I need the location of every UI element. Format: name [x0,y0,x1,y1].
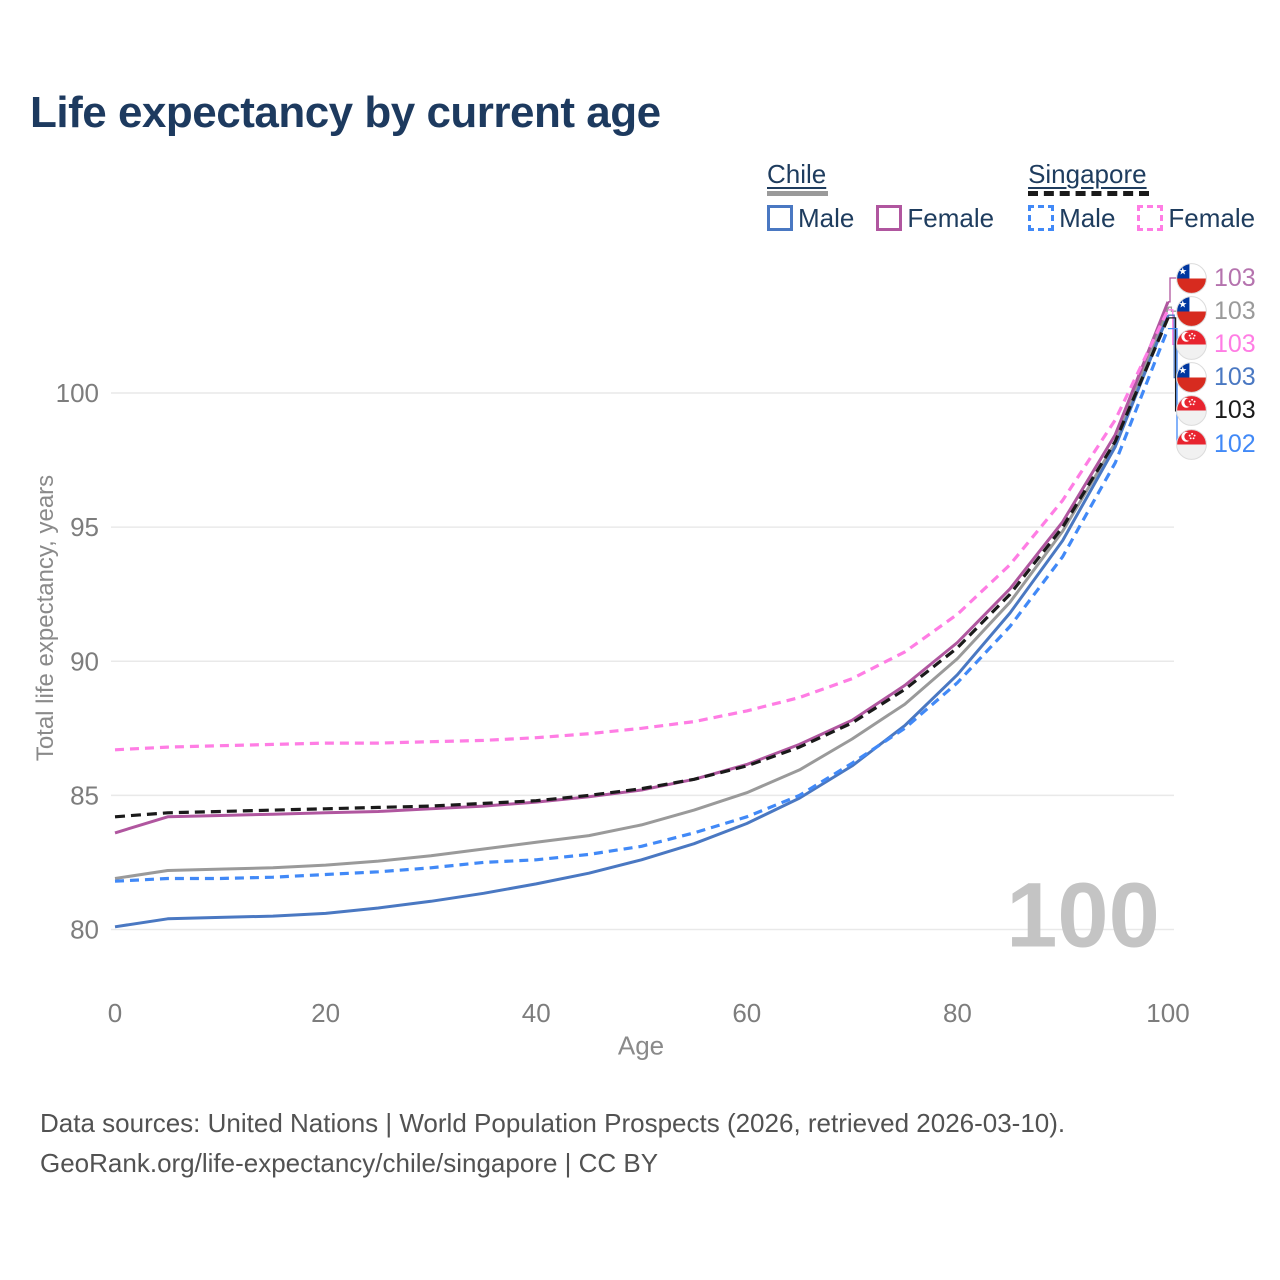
legend-item-label: Male [798,203,855,233]
x-axis-title: Age [617,1030,665,1061]
legend-country-line-sample [1028,191,1149,196]
legend-item-chile-female[interactable]: Female [876,204,994,232]
x-tick-label-0: 0 [108,998,122,1028]
legend-country-label-chile[interactable]: Chile [767,159,827,189]
age-watermark: 100 [1006,864,1160,967]
legend-item-label: Female [1168,203,1256,233]
legend-swatch-icon [1137,205,1164,231]
legend-item-label: Male [1059,203,1116,233]
end-label-leader-singapore-female [1168,309,1177,346]
footer-data-sources: Data sources: United Nations | World Pop… [40,1108,1066,1138]
legend-country-line-sample [767,191,829,196]
legend-item-chile-male[interactable]: Male [767,204,854,232]
y-tick-label-80: 80 [70,915,99,945]
legend-item-singapore-male[interactable]: Male [1028,204,1115,232]
x-tick-label-60: 60 [732,998,761,1028]
series-line-singapore-female [114,309,1170,752]
end-label-leader-chile-female [1168,277,1177,303]
legend-group-singapore: Singapore Male Female [1028,160,1255,232]
x-tick-label-40: 40 [522,998,551,1028]
series-line-chile-total [114,306,1170,880]
legend-swatch-icon [1028,205,1055,231]
legend-group-chile: Chile Male Female [767,160,994,232]
x-tick-label-80: 80 [943,998,972,1028]
series-line-singapore-male [114,328,1170,883]
y-tick-label-85: 85 [70,780,99,810]
series-line-singapore-total [114,317,1170,819]
footer-attribution-link[interactable]: GeoRank.org/life-expectancy/chile/singap… [40,1148,659,1178]
legend: Chile Male Female Singapore Male Female [767,160,1255,232]
legend-item-label: Female [907,203,995,233]
series-line-chile-male [114,314,1170,929]
legend-swatch-icon [767,205,793,231]
y-tick-label-90: 90 [70,646,99,676]
x-tick-label-100: 100 [1146,998,1189,1028]
legend-country-label-singapore[interactable]: Singapore [1028,159,1147,189]
y-tick-label-95: 95 [70,512,99,542]
legend-item-singapore-female[interactable]: Female [1137,204,1255,232]
y-tick-label-100: 100 [56,378,99,408]
page-title: Life expectancy by current age [30,88,661,137]
series-line-chile-female [114,301,1170,835]
x-tick-label-20: 20 [311,998,340,1028]
legend-swatch-icon [876,205,903,231]
